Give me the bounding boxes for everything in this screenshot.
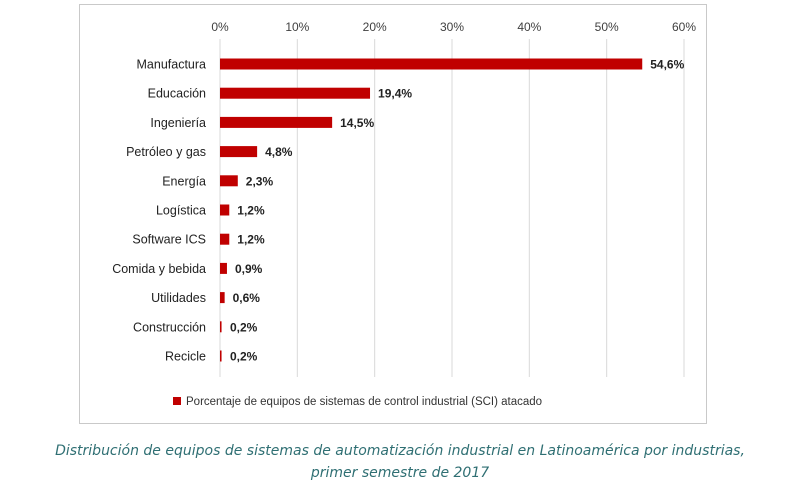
data-label: 0,2% <box>230 350 258 364</box>
bar <box>220 146 258 158</box>
category-label: Manufactura <box>137 58 207 72</box>
x-tick-label: 50% <box>595 20 619 34</box>
x-tick-label: 60% <box>672 20 696 34</box>
bar <box>220 58 643 70</box>
category-label: Energía <box>162 174 206 188</box>
x-tick-label: 30% <box>440 20 464 34</box>
x-tick-label: 0% <box>211 20 229 34</box>
x-axis-ticks: 0% 10% 20% 30% 40% 50% 60% <box>211 20 696 34</box>
category-label: Construcción <box>133 320 206 334</box>
data-label: 54,6% <box>650 58 684 72</box>
bar <box>220 321 222 333</box>
bars <box>220 58 643 362</box>
category-label: Recicle <box>165 350 206 364</box>
data-labels: 54,6% 19,4% 14,5% 4,8% 2,3% 1,2% 1,2% 0,9% 0,6% 0… <box>230 58 685 364</box>
legend-swatch <box>173 397 181 405</box>
bar <box>220 87 371 99</box>
category-label: Educación <box>148 87 206 101</box>
bar <box>220 204 230 216</box>
data-label: 4,8% <box>265 145 293 159</box>
figure-caption: Distribución de equipos de sistemas de a… <box>0 440 800 484</box>
data-label: 1,2% <box>237 204 265 218</box>
data-label: 0,6% <box>233 291 261 305</box>
caption-line-1: Distribución de equipos de sistemas de a… <box>55 443 745 459</box>
data-label: 14,5% <box>340 116 374 130</box>
category-labels: Manufactura Educación Ingeniería Petróleo y… <box>112 58 206 364</box>
category-label: Logística <box>156 204 206 218</box>
category-label: Software ICS <box>132 233 206 247</box>
data-label: 2,3% <box>246 174 274 188</box>
bar <box>220 350 222 362</box>
bar <box>220 175 238 187</box>
chart-frame: 0% 10% 20% 30% 40% 50% 60% Manufactura Educació… <box>79 4 707 424</box>
legend: Porcentaje de equipos de sistemas de con… <box>173 396 542 408</box>
bar <box>220 233 230 245</box>
x-tick-label: 20% <box>363 20 387 34</box>
bar <box>220 116 333 128</box>
bar-chart: 0% 10% 20% 30% 40% 50% 60% Manufactura Educació… <box>112 20 696 408</box>
caption-line-2: primer semestre de 2017 <box>310 465 490 481</box>
category-label: Comida y bebida <box>112 262 206 276</box>
data-label: 0,2% <box>230 320 258 334</box>
x-tick-label: 10% <box>285 20 309 34</box>
category-label: Utilidades <box>151 291 206 305</box>
legend-entry: Porcentaje de equipos de sistemas de con… <box>186 396 542 408</box>
data-label: 1,2% <box>237 233 265 247</box>
category-label: Ingeniería <box>150 116 206 130</box>
bar <box>220 262 227 274</box>
category-label: Petróleo y gas <box>126 145 206 159</box>
x-tick-label: 40% <box>517 20 541 34</box>
data-label: 0,9% <box>235 262 263 276</box>
bar <box>220 292 225 304</box>
data-label: 19,4% <box>378 87 412 101</box>
